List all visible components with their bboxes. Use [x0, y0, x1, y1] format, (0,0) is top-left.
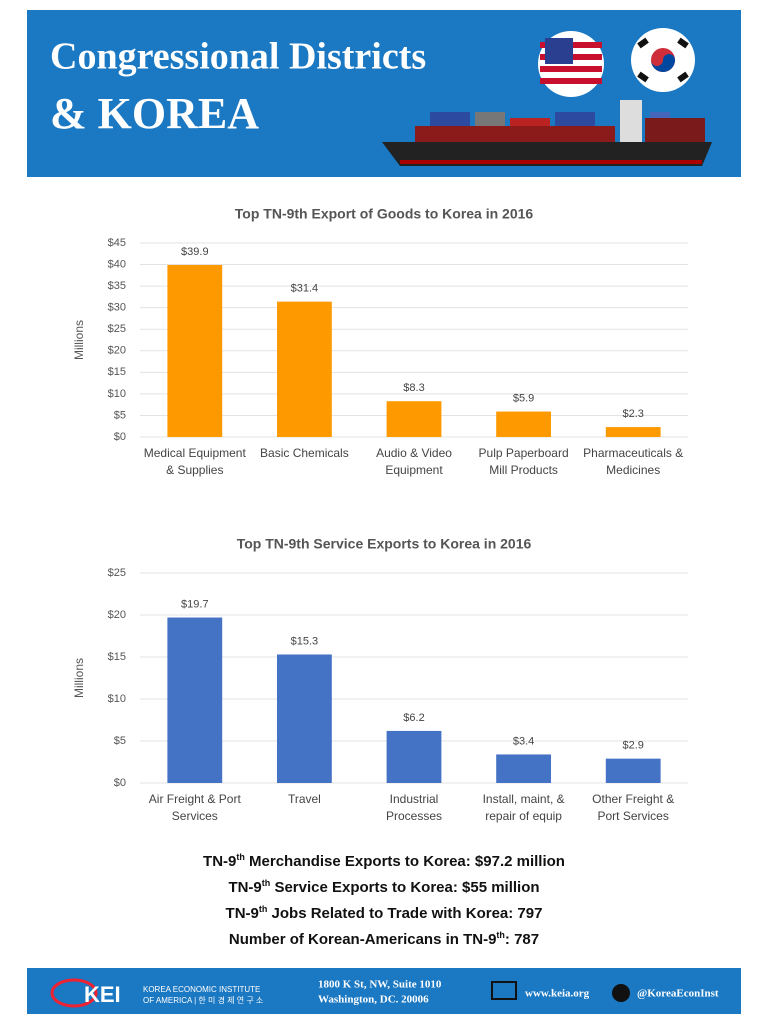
bar — [167, 617, 223, 783]
stat-text: TN-9 — [225, 905, 259, 922]
x-tick-label: Travel — [287, 792, 321, 806]
footer-address: Washington, DC. 20006 — [318, 994, 429, 1006]
x-tick-label: Other Freight & Port Services — [592, 792, 675, 823]
logo-mark — [50, 978, 98, 1008]
bar — [277, 654, 332, 783]
korea-flag — [631, 28, 695, 92]
x-tick-label: Industrial Processes — [385, 792, 443, 823]
y-tick-label: $30 — [108, 302, 126, 314]
twitter-icon — [612, 984, 630, 1002]
y-tick-label: $35 — [108, 280, 126, 292]
y-tick-label: $5 — [114, 409, 126, 421]
y-tick-label: $5 — [114, 735, 126, 747]
stat-line: Number of Korean-Americans in TN-9th: 78… — [0, 930, 768, 948]
y-tick-label: $10 — [108, 388, 126, 400]
stat-text: Number of Korean-Americans in TN-9 — [228, 931, 497, 948]
value-label: $6.2 — [403, 712, 424, 724]
y-tick-label: $20 — [108, 609, 126, 621]
stat-text: th — [496, 930, 505, 940]
chart-title: Top TN-9th Service Exports to Korea in 2… — [237, 536, 532, 552]
value-label: $5.9 — [513, 392, 534, 404]
chart-title: Top TN-9th Export of Goods to Korea in 2… — [235, 206, 534, 222]
x-tick-label: Pharmaceuticals & Medicines — [583, 446, 684, 477]
y-tick-label: $25 — [108, 567, 126, 579]
header-title: & KOREA — [50, 89, 259, 138]
value-label: $19.7 — [181, 598, 209, 610]
value-label: $2.9 — [622, 740, 643, 752]
bar — [386, 730, 442, 783]
stat-line: TN-9th Merchandise Exports to Korea: $97… — [0, 852, 768, 870]
footer-logo: KEI — [84, 982, 121, 1007]
stat-text: Jobs Related to Trade with Korea: 797 — [267, 905, 543, 922]
bar — [386, 401, 442, 437]
y-tick-label: $10 — [108, 693, 126, 705]
value-label: $3.4 — [513, 735, 534, 747]
stat-text: th — [258, 904, 268, 914]
y-tick-label: $20 — [108, 345, 126, 357]
y-axis-label: Millions — [72, 320, 86, 360]
y-tick-label: $0 — [114, 431, 126, 443]
web-icon — [491, 981, 517, 1000]
x-tick-label: Air Freight & Port Services — [148, 792, 241, 823]
bar — [277, 301, 332, 437]
footer-website: www.keia.org — [525, 988, 590, 1000]
footer-banner — [27, 968, 741, 1014]
value-label: $39.9 — [181, 246, 209, 258]
x-tick-label: Pulp Paperboard Mill Products — [478, 446, 569, 477]
cargo-ship — [382, 100, 712, 166]
x-tick-label: Medical Equipment & Supplies — [143, 446, 246, 477]
bar — [605, 427, 661, 437]
footer-org: OF AMERICA | 한 미 경 제 연 구 소 — [143, 995, 263, 1005]
value-label: $2.3 — [622, 408, 643, 420]
x-tick-label: Audio & Video Equipment — [376, 446, 452, 477]
y-tick-label: $45 — [108, 237, 126, 249]
footer-address: 1800 K St, NW, Suite 1010 — [318, 979, 442, 991]
y-axis-label: Millions — [72, 658, 86, 698]
bar — [496, 411, 551, 437]
stat-text: th — [236, 852, 245, 862]
y-tick-label: $0 — [114, 777, 126, 789]
bar — [496, 754, 551, 783]
header-title: Congressional Districts — [50, 36, 426, 78]
footer-twitter: @KoreaEconInst — [637, 988, 719, 1000]
stat-text: TN-9 — [203, 853, 237, 870]
stat-text: Service Exports to Korea: $55 million — [270, 879, 540, 896]
value-label: $8.3 — [403, 382, 424, 394]
footer-org: KOREA ECONOMIC INSTITUTE — [143, 985, 260, 994]
stat-text: TN-9 — [228, 879, 262, 896]
bar — [605, 758, 661, 783]
value-label: $15.3 — [291, 635, 319, 647]
value-label: $31.4 — [291, 283, 319, 295]
x-tick-label: Basic Chemicals — [260, 446, 349, 460]
y-tick-label: $15 — [108, 366, 126, 378]
stat-text: Merchandise Exports to Korea: $97.2 mill… — [244, 853, 565, 870]
stat-text: : 787 — [504, 931, 540, 948]
y-tick-label: $25 — [108, 323, 126, 335]
bar — [167, 264, 223, 437]
y-tick-label: $40 — [108, 258, 126, 270]
y-tick-label: $15 — [108, 651, 126, 663]
stat-line: TN-9th Service Exports to Korea: $55 mil… — [0, 878, 768, 896]
x-tick-label: Install, maint, & repair of equip — [482, 792, 565, 823]
stat-line: TN-9th Jobs Related to Trade with Korea:… — [0, 904, 768, 922]
stat-text: th — [261, 878, 271, 888]
us-flag — [538, 31, 604, 97]
